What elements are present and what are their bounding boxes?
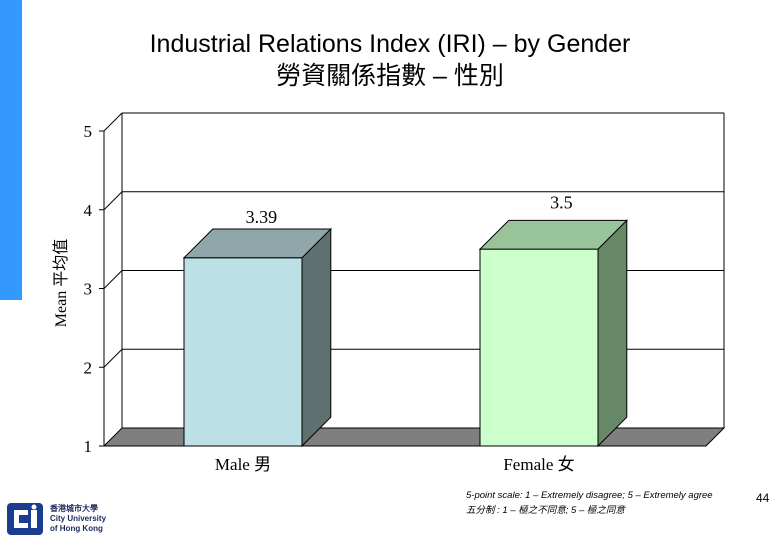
- y-tick-label: 2: [84, 358, 93, 377]
- bar-front: [479, 248, 599, 447]
- footnote-line-1: 5-point scale: 1 – Extremely disagree; 5…: [466, 490, 713, 501]
- bars-layer: [182, 219, 629, 448]
- category-label: Female 女: [503, 455, 574, 474]
- logo-line-1: 香港城市大學: [50, 504, 98, 513]
- y-tick-label: 1: [84, 437, 93, 456]
- logo-line-2: City University: [50, 514, 107, 523]
- bar-side: [597, 219, 628, 448]
- bar-front: [183, 257, 303, 447]
- gridline-diagonal: [103, 348, 123, 368]
- title-line-2: 勞資關係指數 – 性別: [276, 62, 504, 90]
- y-tick-label: 5: [84, 122, 93, 141]
- bar-top: [478, 219, 629, 250]
- y-tick-label: 3: [84, 280, 93, 299]
- logo-line-3: of Hong Kong: [50, 524, 103, 533]
- accent-bar: [0, 0, 22, 300]
- bar-top: [182, 228, 333, 259]
- category-label: Male 男: [215, 455, 271, 474]
- logo-text: 香港城市大學 City University of Hong Kong: [50, 504, 106, 534]
- y-tick-label: 4: [84, 201, 93, 220]
- page-number: 44: [756, 491, 770, 505]
- data-label: 3.5: [550, 192, 573, 212]
- gridline-diagonal: [103, 112, 123, 132]
- scale-footnote: 5-point scale: 1 – Extremely disagree; 5…: [466, 488, 713, 518]
- gridline-diagonal: [103, 191, 123, 211]
- gridline-diagonal: [103, 270, 123, 289]
- bar-side: [301, 227, 332, 448]
- data-label: 3.39: [246, 207, 278, 227]
- title-line-1: Industrial Relations Index (IRI) – by Ge…: [149, 30, 631, 58]
- labels-layer: 1 2 3 4 5 3.39 Male 男 3.5 Female 女: [84, 122, 575, 474]
- y-axis-title: Mean 平均值: [52, 239, 70, 327]
- university-logo: 香港城市大學 City University of Hong Kong: [6, 502, 116, 538]
- city-university-logo-icon: [7, 503, 43, 535]
- slide-title: Industrial Relations Index (IRI) – by Ge…: [0, 28, 780, 92]
- footnote-line-2: 五分制 : 1 – 極之不同意; 5 – 極之同意: [466, 505, 625, 516]
